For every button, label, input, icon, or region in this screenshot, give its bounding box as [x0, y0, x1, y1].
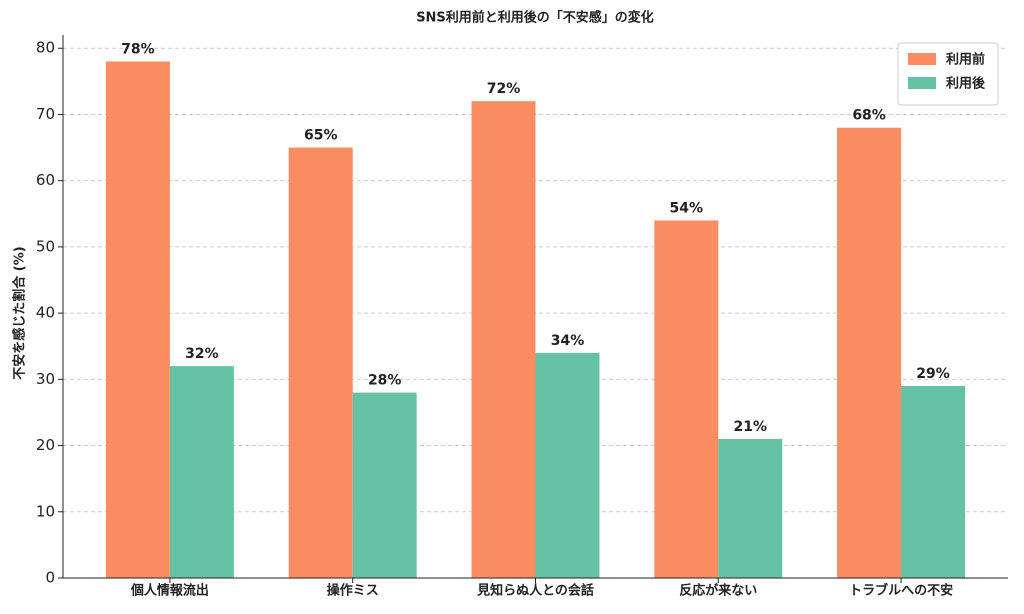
x-tick-label: 個人情報流出	[130, 583, 209, 599]
bar	[288, 147, 353, 578]
y-axis-label: 不安を感じた割合 (%)	[12, 246, 28, 379]
y-tick-label: 70	[36, 105, 55, 123]
value-label: 21%	[734, 419, 768, 435]
bar	[105, 61, 170, 579]
legend-swatch	[908, 77, 936, 89]
bar	[169, 366, 234, 578]
bar	[352, 392, 417, 578]
bar	[837, 127, 902, 579]
bar	[718, 438, 783, 578]
chart-title: SNS利用前と利用後の「不安感」の変化	[416, 10, 654, 26]
value-label: 28%	[368, 373, 402, 389]
bar	[901, 385, 966, 578]
y-tick-label: 60	[36, 171, 55, 189]
x-tick-label: トラブルへの不安	[849, 583, 953, 599]
value-label: 32%	[185, 346, 219, 362]
y-tick-label: 10	[36, 502, 55, 520]
value-label: 34%	[551, 333, 585, 349]
y-tick-label: 0	[45, 569, 55, 587]
value-label: 68%	[852, 108, 886, 124]
bar	[654, 220, 719, 579]
value-label: 29%	[916, 366, 950, 382]
y-tick-label: 50	[36, 237, 55, 255]
y-tick-label: 80	[36, 39, 55, 57]
bar	[471, 101, 536, 578]
value-label: 72%	[487, 81, 521, 97]
y-tick-label: 30	[36, 370, 55, 388]
y-tick-label: 40	[36, 304, 55, 322]
x-tick-label: 操作ミス	[327, 583, 379, 599]
x-tick-label: 反応が来ない	[679, 583, 757, 599]
value-label: 65%	[304, 128, 338, 144]
value-label: 78%	[121, 41, 155, 57]
legend-swatch	[908, 53, 936, 65]
x-tick-label: 見知らぬ人との会話	[476, 583, 594, 599]
legend-label: 利用前	[946, 52, 985, 68]
y-tick-label: 20	[36, 436, 55, 454]
value-label: 54%	[670, 200, 704, 216]
bar	[535, 352, 600, 578]
legend-label: 利用後	[946, 76, 986, 92]
